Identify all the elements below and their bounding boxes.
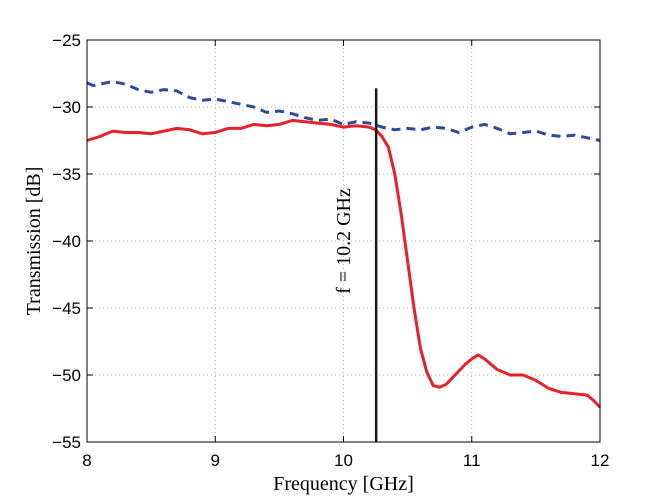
y-tick-label: −45 xyxy=(52,299,81,318)
x-tick-label: 8 xyxy=(82,451,91,470)
y-tick-label: −30 xyxy=(52,98,81,117)
x-axis-label: Frequency [GHz] xyxy=(273,473,414,495)
y-tick-label: −55 xyxy=(52,433,81,452)
x-tick-label: 10 xyxy=(334,451,353,470)
series-layer xyxy=(86,80,602,409)
x-tick-label: 11 xyxy=(463,451,481,470)
frequency-annotation: f = 10.2 GHz xyxy=(333,188,355,294)
series-line-dashed xyxy=(86,80,601,142)
y-tick-label: −40 xyxy=(52,232,81,251)
y-tick-label: −25 xyxy=(52,31,81,50)
grid xyxy=(87,40,600,442)
ticks: 8 9 10 11 12 −55 −50 −45 −40 −35 −30 −25 xyxy=(52,31,609,470)
y-tick-label: −35 xyxy=(52,165,81,184)
y-tick-label: −50 xyxy=(52,366,81,385)
x-tick-label: 9 xyxy=(211,451,220,470)
series-line-solid xyxy=(86,118,602,409)
y-axis-label: Transmission [dB] xyxy=(23,167,45,316)
x-tick-label: 12 xyxy=(591,451,610,470)
